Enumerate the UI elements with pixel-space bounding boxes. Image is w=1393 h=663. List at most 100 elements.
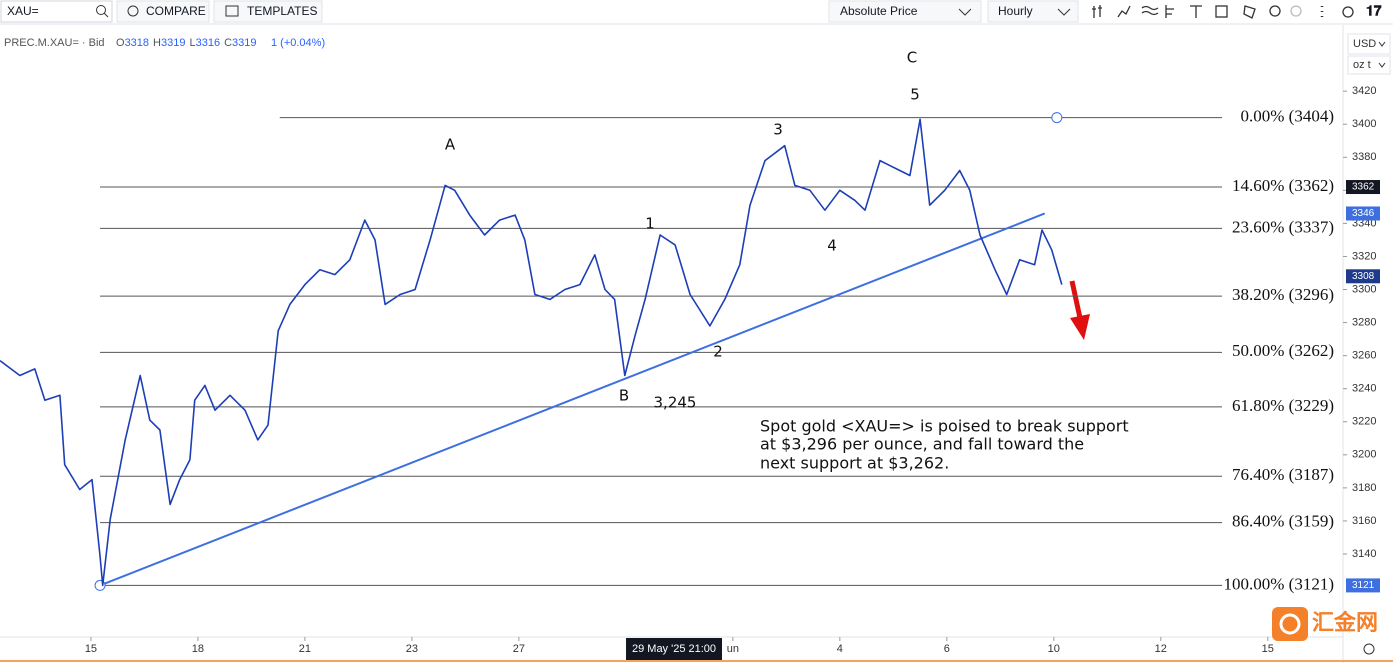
x-tick-label: 6 <box>944 643 950 655</box>
fib-label: 23.60% (3337) <box>1232 217 1334 236</box>
x-tick-label: 15 <box>85 643 97 655</box>
annotation-line: at $3,296 per ounce, and fall toward the <box>760 435 1084 454</box>
search-icon <box>103 12 109 18</box>
y-tick-label: 3140 <box>1352 548 1376 560</box>
templates-label: TEMPLATES <box>247 4 317 18</box>
price-line <box>0 118 1063 587</box>
zoom-out-icon[interactable] <box>1290 5 1302 17</box>
plot: 3140 3160 3180 3200 3220 3240 3260 3280 3300 3320… <box>0 49 1380 660</box>
legend-change: 1 (+0.04%) <box>271 37 325 49</box>
candle-icon[interactable] <box>1092 5 1102 18</box>
crosshair-label: 29 May '25 21:00 <box>632 643 716 655</box>
x-tick-label: 21 <box>299 643 311 655</box>
fib-label: 100.00% (3121) <box>1224 574 1334 593</box>
x-tick-label: 4 <box>837 643 843 655</box>
watermark-logo <box>1279 613 1301 635</box>
fib-label: 38.20% (3296) <box>1232 285 1334 304</box>
templates-button[interactable] <box>213 0 323 23</box>
search-text: XAU= <box>7 4 39 18</box>
interval-dropdown[interactable] <box>987 0 1079 23</box>
x-tick-label: 27 <box>513 643 525 655</box>
fib-icon[interactable] <box>1165 5 1174 18</box>
currency-dropdown[interactable] <box>1347 33 1391 55</box>
price-badge <box>1346 269 1380 284</box>
fib-label: 76.40% (3187) <box>1232 465 1334 484</box>
wave-label: 3,245 <box>654 394 697 412</box>
fib-label: 0.00% (3404) <box>1241 107 1334 126</box>
dropdown-caret <box>958 8 972 16</box>
indicator-icon[interactable] <box>1117 5 1131 18</box>
wave-icon[interactable] <box>1141 5 1159 16</box>
dropdown-caret <box>1378 62 1386 68</box>
price-badge-label: 3121 <box>1352 580 1375 591</box>
wave-label: 3 <box>773 121 783 139</box>
y-tick-label: 3160 <box>1352 515 1376 527</box>
price-badge <box>1346 578 1380 593</box>
y-tick-label: 3380 <box>1352 151 1376 163</box>
x-tick-label: un <box>727 643 739 655</box>
legend-ohlc-value: 3319 <box>232 37 256 49</box>
x-tick-label: 10 <box>1048 643 1060 655</box>
price-badge <box>1346 206 1380 221</box>
dropdown-caret <box>1378 41 1386 47</box>
dropdown-caret <box>1057 8 1071 16</box>
y-tick-label: 3320 <box>1352 250 1376 262</box>
y-tick-label: 3300 <box>1352 283 1376 295</box>
interval-label: Hourly <box>998 4 1033 18</box>
legend-ohlc-value: 3319 <box>161 37 185 49</box>
unit-dropdown[interactable] <box>1347 55 1391 75</box>
wave-label: 1 <box>645 215 655 233</box>
toolbar: XAU= COMPARE TEMPLATES Absolute Price Ho… <box>0 0 1393 25</box>
y-tick-label: 3260 <box>1352 350 1376 362</box>
legend-ohlc-label: C <box>224 37 232 49</box>
search-box[interactable] <box>0 0 113 23</box>
search-icon <box>96 5 106 15</box>
unit-label: oz t <box>1353 59 1371 71</box>
x-tick-label: 18 <box>192 643 204 655</box>
fib-label: 14.60% (3362) <box>1232 176 1334 195</box>
legend-ohlc-label: L <box>189 37 195 49</box>
price-badge-label: 3362 <box>1352 182 1375 193</box>
legend-ohlc: O 3318 H 3319 L 3316 C 3319 <box>116 37 257 49</box>
y-tick-label: 3180 <box>1352 482 1376 494</box>
axis-settings-icon[interactable] <box>1363 643 1375 655</box>
down-arrow-head <box>1070 314 1090 340</box>
compare-icon <box>127 5 139 17</box>
watermark-text: 汇金网 <box>1312 610 1378 635</box>
settings-icon[interactable] <box>1342 6 1354 18</box>
y-tick-label: 3240 <box>1352 383 1376 395</box>
legend-ohlc-value: 3318 <box>125 37 149 49</box>
polygon-icon[interactable] <box>1243 5 1256 19</box>
down-arrow <box>1069 280 1083 319</box>
y-tick-label: 3280 <box>1352 316 1376 328</box>
zoom-in-icon[interactable] <box>1269 5 1281 17</box>
compare-label: COMPARE <box>146 4 206 18</box>
x-tick-label: 12 <box>1155 643 1167 655</box>
shape-icon[interactable] <box>1215 5 1228 18</box>
y-tick-label: 3400 <box>1352 118 1376 130</box>
x-tick-label: 15 <box>1262 643 1274 655</box>
annotation-line: Spot gold <XAU=> is poised to break supp… <box>760 417 1129 436</box>
wave-label: 2 <box>713 343 723 361</box>
y-tick-label: 3420 <box>1352 85 1376 97</box>
crosshair-label-bg <box>626 638 723 660</box>
annotation-line: next support at $3,262. <box>760 454 949 473</box>
y-tick-label: 3200 <box>1352 449 1376 461</box>
wave-label: B <box>619 387 629 405</box>
price-mode-dropdown[interactable] <box>828 0 982 23</box>
compare-button[interactable] <box>116 0 210 23</box>
wave-label: C <box>907 49 917 67</box>
logo-mark: 𝟏𝟕 <box>1366 3 1382 19</box>
fib-handle <box>1051 112 1063 124</box>
currency-label: USD <box>1353 38 1376 50</box>
text-icon[interactable] <box>1190 5 1202 18</box>
trendline <box>99 212 1046 587</box>
price-badge <box>1346 180 1380 195</box>
wave-label: 5 <box>910 86 920 104</box>
x-tick-label: 23 <box>406 643 418 655</box>
fib-label: 50.00% (3262) <box>1232 341 1334 360</box>
price-badge-label: 3346 <box>1352 208 1375 219</box>
templates-icon <box>225 5 239 17</box>
fib-label: 86.40% (3159) <box>1232 512 1334 531</box>
